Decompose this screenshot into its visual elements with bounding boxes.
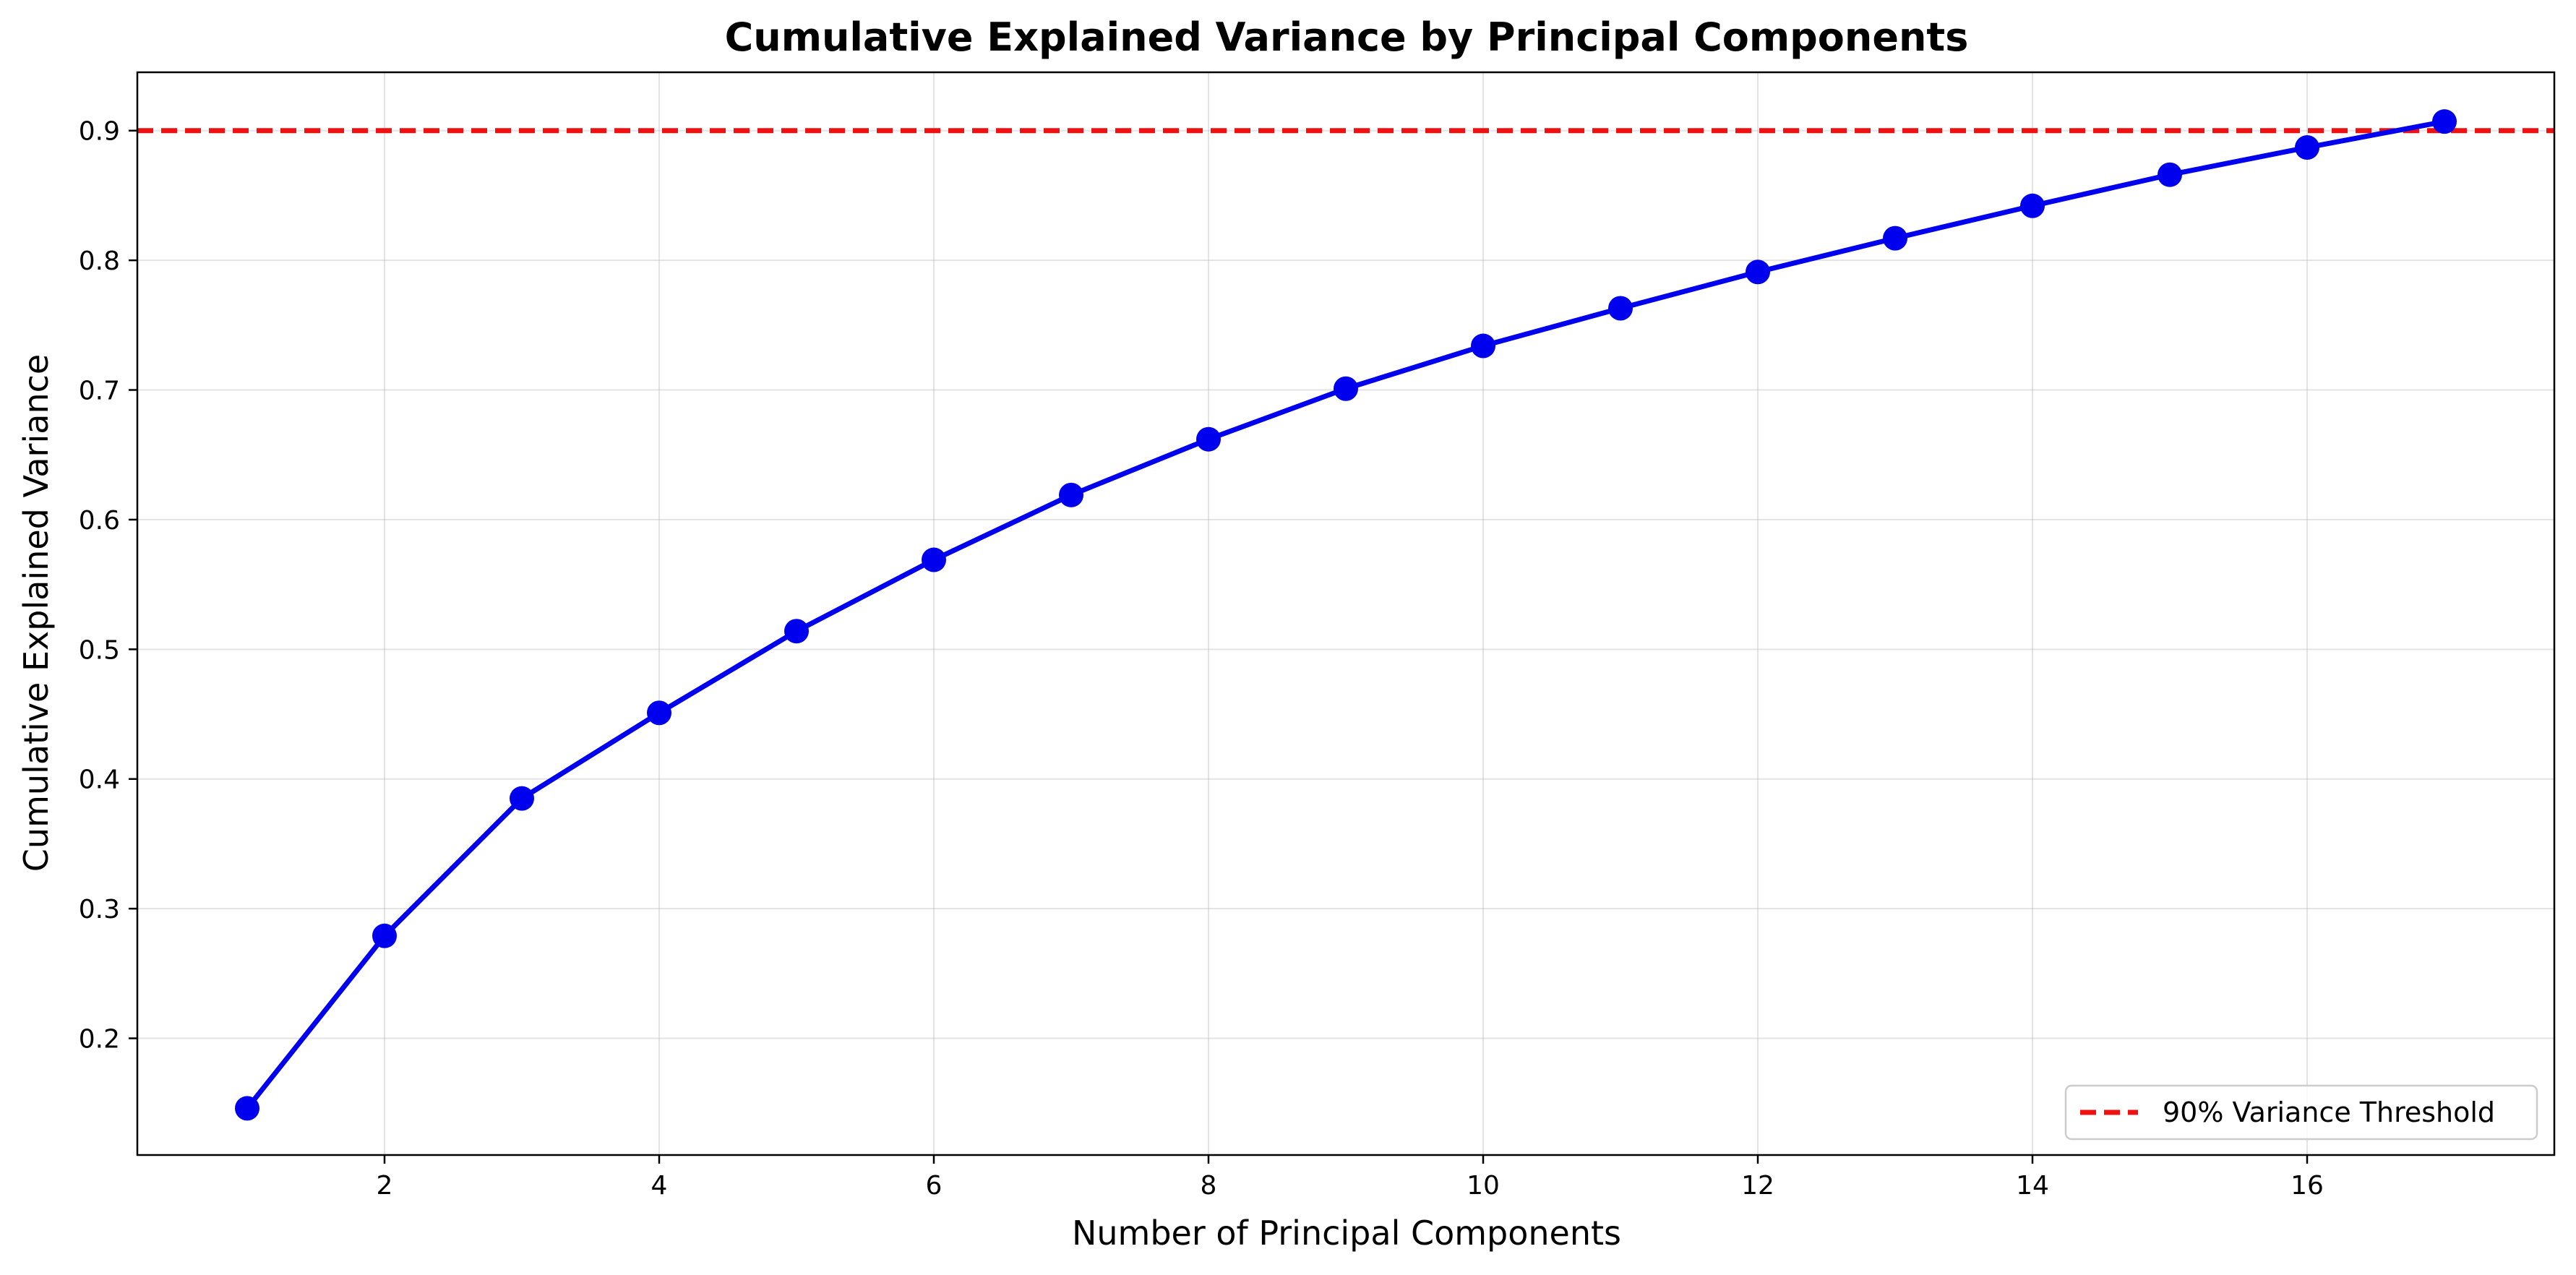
data-point <box>510 786 534 811</box>
data-point <box>1883 226 1907 251</box>
data-point <box>2295 135 2319 160</box>
y-tick-label: 0.2 <box>79 1025 120 1055</box>
series-layer <box>235 109 2457 1121</box>
legend: 90% Variance Threshold <box>2064 1084 2538 1141</box>
x-tick-label: 14 <box>2016 1171 2049 1201</box>
x-tick-label: 4 <box>651 1171 668 1201</box>
x-tick-label: 8 <box>1201 1171 1217 1201</box>
data-point <box>1608 296 1633 321</box>
data-point <box>372 923 397 948</box>
chart-title: Cumulative Explained Variance by Princip… <box>725 14 1969 60</box>
data-point <box>1334 376 1358 401</box>
y-tick-label: 0.7 <box>79 377 120 406</box>
data-point <box>1471 333 1495 359</box>
data-point <box>2158 162 2182 187</box>
y-tick-label: 0.4 <box>79 765 120 795</box>
y-tick-label: 0.3 <box>79 895 120 924</box>
x-tick-label: 16 <box>2291 1171 2324 1201</box>
y-tick-label: 0.9 <box>79 117 120 147</box>
data-point <box>1196 426 1221 452</box>
x-tick-label: 12 <box>1741 1171 1774 1201</box>
y-tick-label: 0.6 <box>79 506 120 536</box>
data-point <box>2432 109 2457 134</box>
x-tick-label: 2 <box>377 1171 393 1201</box>
data-point <box>784 619 809 644</box>
x-axis-label: Number of Principal Components <box>1072 1214 1621 1253</box>
y-axis-label: Cumulative Explained Variance <box>17 354 56 872</box>
legend-label-threshold: 90% Variance Threshold <box>2163 1096 2495 1128</box>
ticks: 2 4 6 8 10 12 14 16 0.2 0.3 0.4 0.5 0.6 0.7 0.8 0.9 <box>79 117 2324 1201</box>
data-point <box>647 700 671 726</box>
legend-box <box>2064 1084 2538 1141</box>
data-point <box>1746 259 1770 285</box>
plot-frame <box>136 71 2556 1156</box>
data-point <box>1059 482 1083 507</box>
data-point <box>235 1096 259 1121</box>
y-tick-label: 0.5 <box>79 635 120 665</box>
data-point <box>2020 193 2045 218</box>
data-point <box>922 547 946 572</box>
x-tick-label: 10 <box>1467 1171 1500 1201</box>
x-tick-label: 6 <box>926 1171 943 1201</box>
y-tick-label: 0.8 <box>79 246 120 276</box>
